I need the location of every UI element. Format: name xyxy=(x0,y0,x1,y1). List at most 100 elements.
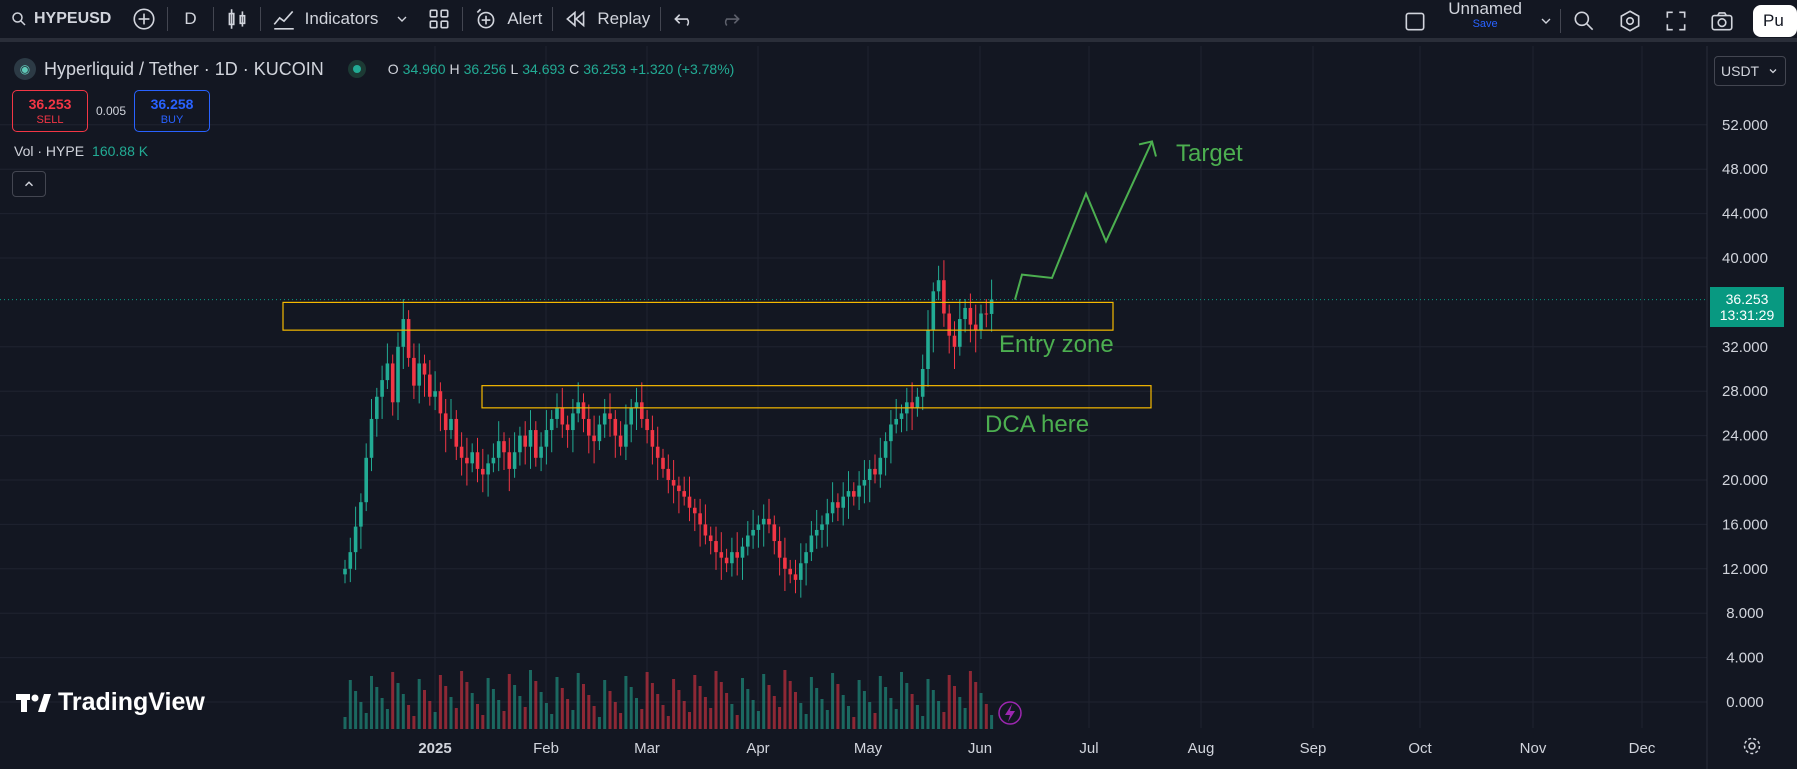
volume-bar xyxy=(947,675,951,729)
indicators-button[interactable]: Indicators xyxy=(261,0,389,40)
target-annotation[interactable]: Target xyxy=(1176,140,1243,167)
close-value: 36.253 xyxy=(583,61,627,77)
entry-zone-annotation[interactable]: Entry zone xyxy=(999,331,1114,358)
zone-boxes xyxy=(282,301,1152,409)
volume-bar xyxy=(979,693,983,729)
candle-body xyxy=(364,457,368,503)
layout-checkbox[interactable] xyxy=(1392,0,1438,42)
candle-body xyxy=(820,524,824,530)
time-tick-label: Mar xyxy=(634,740,660,757)
volume-bar xyxy=(990,715,994,729)
candle-body xyxy=(846,491,851,497)
candle-body xyxy=(730,552,734,564)
price-tick-label: 28.000 xyxy=(1722,383,1768,400)
candle-body xyxy=(825,513,830,525)
dca-annotation[interactable]: DCA here xyxy=(985,411,1090,438)
time-tick-label: Aug xyxy=(1188,740,1215,757)
undo-button[interactable] xyxy=(661,0,707,40)
candle-body xyxy=(746,535,750,547)
volume-bar xyxy=(815,688,819,729)
candle-body xyxy=(841,496,845,508)
candle-body xyxy=(491,457,496,464)
candle-body xyxy=(443,413,448,431)
chevron-down-icon xyxy=(397,16,407,22)
candle-body xyxy=(486,463,490,475)
indicators-dropdown[interactable] xyxy=(388,0,416,40)
volume-bar xyxy=(804,714,808,729)
candle-body xyxy=(518,435,522,453)
candle-body xyxy=(454,418,459,447)
candle-body xyxy=(417,363,421,386)
settings-button[interactable] xyxy=(1607,0,1653,42)
volume-bar xyxy=(942,712,946,729)
candle-body xyxy=(936,280,941,292)
volume-bar xyxy=(476,704,479,729)
candle-body xyxy=(396,346,400,403)
sell-button[interactable]: 36.253 SELL xyxy=(12,90,88,132)
volume-bar xyxy=(645,672,649,729)
volume-bar xyxy=(423,690,426,729)
volume-bar xyxy=(963,708,967,729)
fullscreen-button[interactable] xyxy=(1653,0,1699,42)
volume-bar xyxy=(375,687,379,729)
volume-bar xyxy=(741,678,744,729)
volume-legend: Vol · HYPE 160.88 K xyxy=(14,143,148,159)
candle-body xyxy=(915,396,920,408)
currency-select[interactable]: USDT xyxy=(1714,56,1786,86)
candle-body xyxy=(507,452,512,469)
volume-bar xyxy=(968,671,972,729)
interval-button[interactable]: D xyxy=(168,0,212,40)
quick-search-button[interactable] xyxy=(1561,0,1607,42)
candle-body xyxy=(984,313,989,315)
open-key: O xyxy=(387,61,399,77)
layout-name-button[interactable]: Unnamed Save xyxy=(1438,0,1532,42)
change-value: +1.320 (+3.78%) xyxy=(630,61,735,77)
candle-body xyxy=(931,291,936,331)
candle-body xyxy=(449,418,453,431)
replay-button[interactable]: Replay xyxy=(553,0,660,40)
ohlc-values: O 34.960 H 36.256 L 34.693 C 36.253 +1.320 (… xyxy=(388,61,735,77)
candle-body xyxy=(852,491,856,497)
time-tick-label: Oct xyxy=(1408,740,1432,757)
volume-bar xyxy=(958,697,962,729)
candle-body xyxy=(979,313,983,331)
alert-button[interactable]: Alert xyxy=(463,0,552,40)
candle-body xyxy=(761,518,766,525)
layouts-button[interactable] xyxy=(416,0,462,40)
candle-body xyxy=(920,369,925,397)
pair-title[interactable]: Hyperliquid / Tether · 1D · KUCOIN xyxy=(44,58,324,79)
volume-bar xyxy=(507,674,511,729)
candle-body xyxy=(592,435,596,442)
redo-button[interactable] xyxy=(707,0,753,40)
volume-bar xyxy=(709,708,713,729)
candle-body xyxy=(889,424,893,442)
volume-bar xyxy=(730,704,734,729)
candle-body xyxy=(788,568,792,575)
time-tick-label: May xyxy=(854,740,883,757)
layout-dropdown[interactable] xyxy=(1532,0,1560,42)
volume-value: 160.88 K xyxy=(92,143,149,159)
candle-body xyxy=(714,541,718,553)
gear-icon[interactable] xyxy=(1740,734,1764,758)
volume-bar xyxy=(497,700,501,729)
snapshot-button[interactable] xyxy=(1699,0,1745,42)
fullscreen-icon xyxy=(1666,11,1686,31)
add-symbol-button[interactable] xyxy=(121,0,167,40)
candle-body xyxy=(406,319,411,358)
publish-button[interactable]: Pu xyxy=(1753,5,1797,37)
candle-body xyxy=(947,313,951,336)
price-tick-label: 20.000 xyxy=(1722,472,1768,489)
symbol-search[interactable]: HYPEUSD xyxy=(0,0,121,40)
candle-body xyxy=(401,319,406,347)
candle-body xyxy=(624,424,628,447)
collapse-legend-button[interactable] xyxy=(12,171,46,197)
buy-button[interactable]: 36.258 BUY xyxy=(134,90,211,132)
volume-bar xyxy=(836,684,840,729)
alarm-clock-icon xyxy=(477,8,495,29)
candle-body xyxy=(952,335,957,347)
chart-type-button[interactable] xyxy=(214,0,260,40)
candle-body xyxy=(793,574,798,580)
candle-body xyxy=(894,418,898,425)
candle-body xyxy=(618,435,623,447)
